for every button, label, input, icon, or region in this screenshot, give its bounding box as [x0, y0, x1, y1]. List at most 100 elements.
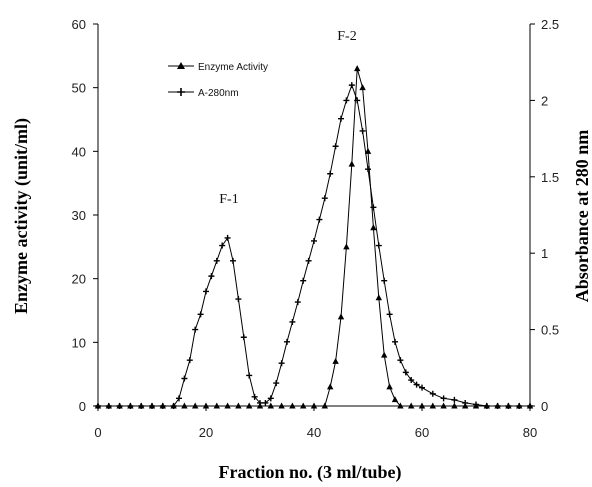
data-point-a280	[343, 97, 350, 104]
data-point-a280	[235, 296, 242, 303]
y-left-tick-label: 30	[72, 208, 86, 223]
legend-item-enzyme: Enzyme Activity	[168, 62, 268, 73]
peak-label-f2: F-2	[337, 29, 356, 44]
data-point-a280	[181, 375, 188, 382]
data-point-a280	[408, 377, 415, 384]
y-right-tick-label: 0.5	[541, 323, 559, 338]
data-point-enzyme	[370, 224, 377, 231]
data-point-a280	[473, 401, 479, 408]
data-point-enzyme	[332, 357, 339, 364]
data-point-enzyme	[364, 147, 372, 154]
data-point-a280	[451, 396, 458, 403]
data-point-a280	[300, 277, 307, 284]
x-tick-label: 60	[415, 425, 429, 440]
data-point-a280	[240, 334, 247, 341]
y-right-tick-label: 0	[541, 399, 548, 414]
y-right-tick-label: 2	[541, 93, 548, 108]
data-point-a280	[192, 326, 199, 333]
y-left-tick-label: 50	[72, 81, 86, 96]
legend-label-a280: A-280nm	[198, 88, 239, 99]
plus-marker-icon	[177, 88, 185, 96]
y-right-axis-title: Absorbance at 280 nm	[572, 130, 592, 303]
legend-label-enzyme: Enzyme Activity	[198, 62, 268, 73]
data-point-a280	[170, 403, 177, 409]
x-tick-label: 40	[307, 425, 321, 440]
data-point-enzyme	[278, 402, 285, 409]
legend-item-a280: A-280nm	[168, 88, 239, 99]
data-point-enzyme	[429, 402, 436, 409]
data-point-enzyme	[418, 402, 426, 409]
data-point-a280	[230, 257, 236, 264]
data-point-a280	[251, 393, 258, 400]
axes	[93, 23, 535, 411]
data-point-a280	[494, 403, 501, 409]
data-point-a280	[419, 384, 425, 391]
data-point-a280	[95, 403, 101, 409]
data-point-a280	[429, 390, 436, 397]
data-point-a280	[149, 403, 155, 409]
data-point-a280	[354, 97, 361, 104]
data-point-a280	[224, 234, 231, 241]
data-point-enzyme	[310, 402, 318, 409]
legend: Enzyme Activity A-280nm	[168, 62, 268, 99]
data-point-a280	[365, 166, 371, 173]
data-point-enzyme	[213, 402, 220, 409]
data-point-enzyme	[354, 65, 361, 72]
data-point-enzyme	[440, 402, 447, 409]
data-point-enzyme	[348, 160, 355, 167]
y-left-axis-title: Enzyme activity (unit/ml)	[11, 118, 32, 314]
data-point-enzyme	[181, 402, 188, 409]
data-point-a280	[262, 399, 269, 406]
triangle-marker-icon	[177, 62, 185, 69]
data-point-a280	[321, 195, 328, 202]
y-left-tick-label: 20	[72, 272, 86, 287]
data-point-enzyme	[192, 402, 199, 409]
data-point-enzyme	[224, 402, 231, 409]
data-point-a280	[311, 237, 317, 244]
data-point-a280	[267, 395, 274, 402]
data-point-a280	[527, 403, 533, 409]
data-point-a280	[213, 257, 220, 264]
x-axis-title: Fraction no. (3 ml/tube)	[219, 462, 402, 483]
data-point-a280	[246, 372, 253, 379]
data-point-enzyme	[381, 351, 388, 358]
data-point-a280	[440, 395, 447, 402]
y-left-tick-label: 10	[72, 335, 86, 350]
data-point-a280	[159, 403, 166, 409]
data-point-a280	[348, 82, 355, 89]
data-point-a280	[316, 216, 323, 223]
data-point-enzyme	[300, 402, 307, 409]
x-tick-label: 20	[199, 425, 213, 440]
data-point-a280	[338, 115, 344, 122]
series-line-enzyme	[98, 68, 530, 407]
y-right-tick-label: 1	[541, 246, 548, 261]
data-point-a280	[402, 369, 409, 376]
data-point-enzyme	[397, 402, 404, 409]
series-line-a280	[98, 83, 530, 407]
data-point-enzyme	[375, 294, 382, 301]
data-point-a280	[381, 277, 388, 284]
y-left-tick-label: 0	[79, 399, 86, 414]
tick-labels: 0 20 40 60 80 0 10 20 30 40 50 60 0 0.5 1 1.5 2 2.5	[72, 17, 560, 440]
data-point-enzyme	[235, 402, 242, 409]
data-point-enzyme	[246, 402, 253, 409]
x-tick-label: 80	[523, 425, 537, 440]
data-point-a280	[413, 381, 420, 388]
y-left-tick-label: 40	[72, 144, 86, 159]
y-right-tick-label: 2.5	[541, 17, 559, 32]
data-point-a280	[176, 395, 182, 402]
data-point-a280	[289, 318, 296, 325]
data-point-a280	[186, 357, 193, 364]
data-point-a280	[219, 242, 226, 249]
data-point-a280	[397, 357, 404, 364]
data-point-a280	[273, 380, 280, 387]
data-point-a280	[138, 403, 145, 409]
data-point-a280	[208, 273, 215, 280]
series-area	[94, 65, 534, 409]
peak-label-f1: F-1	[219, 192, 238, 207]
data-point-a280	[327, 170, 334, 177]
data-point-a280	[116, 403, 123, 409]
data-point-a280	[359, 127, 366, 134]
data-point-enzyme	[359, 84, 366, 91]
